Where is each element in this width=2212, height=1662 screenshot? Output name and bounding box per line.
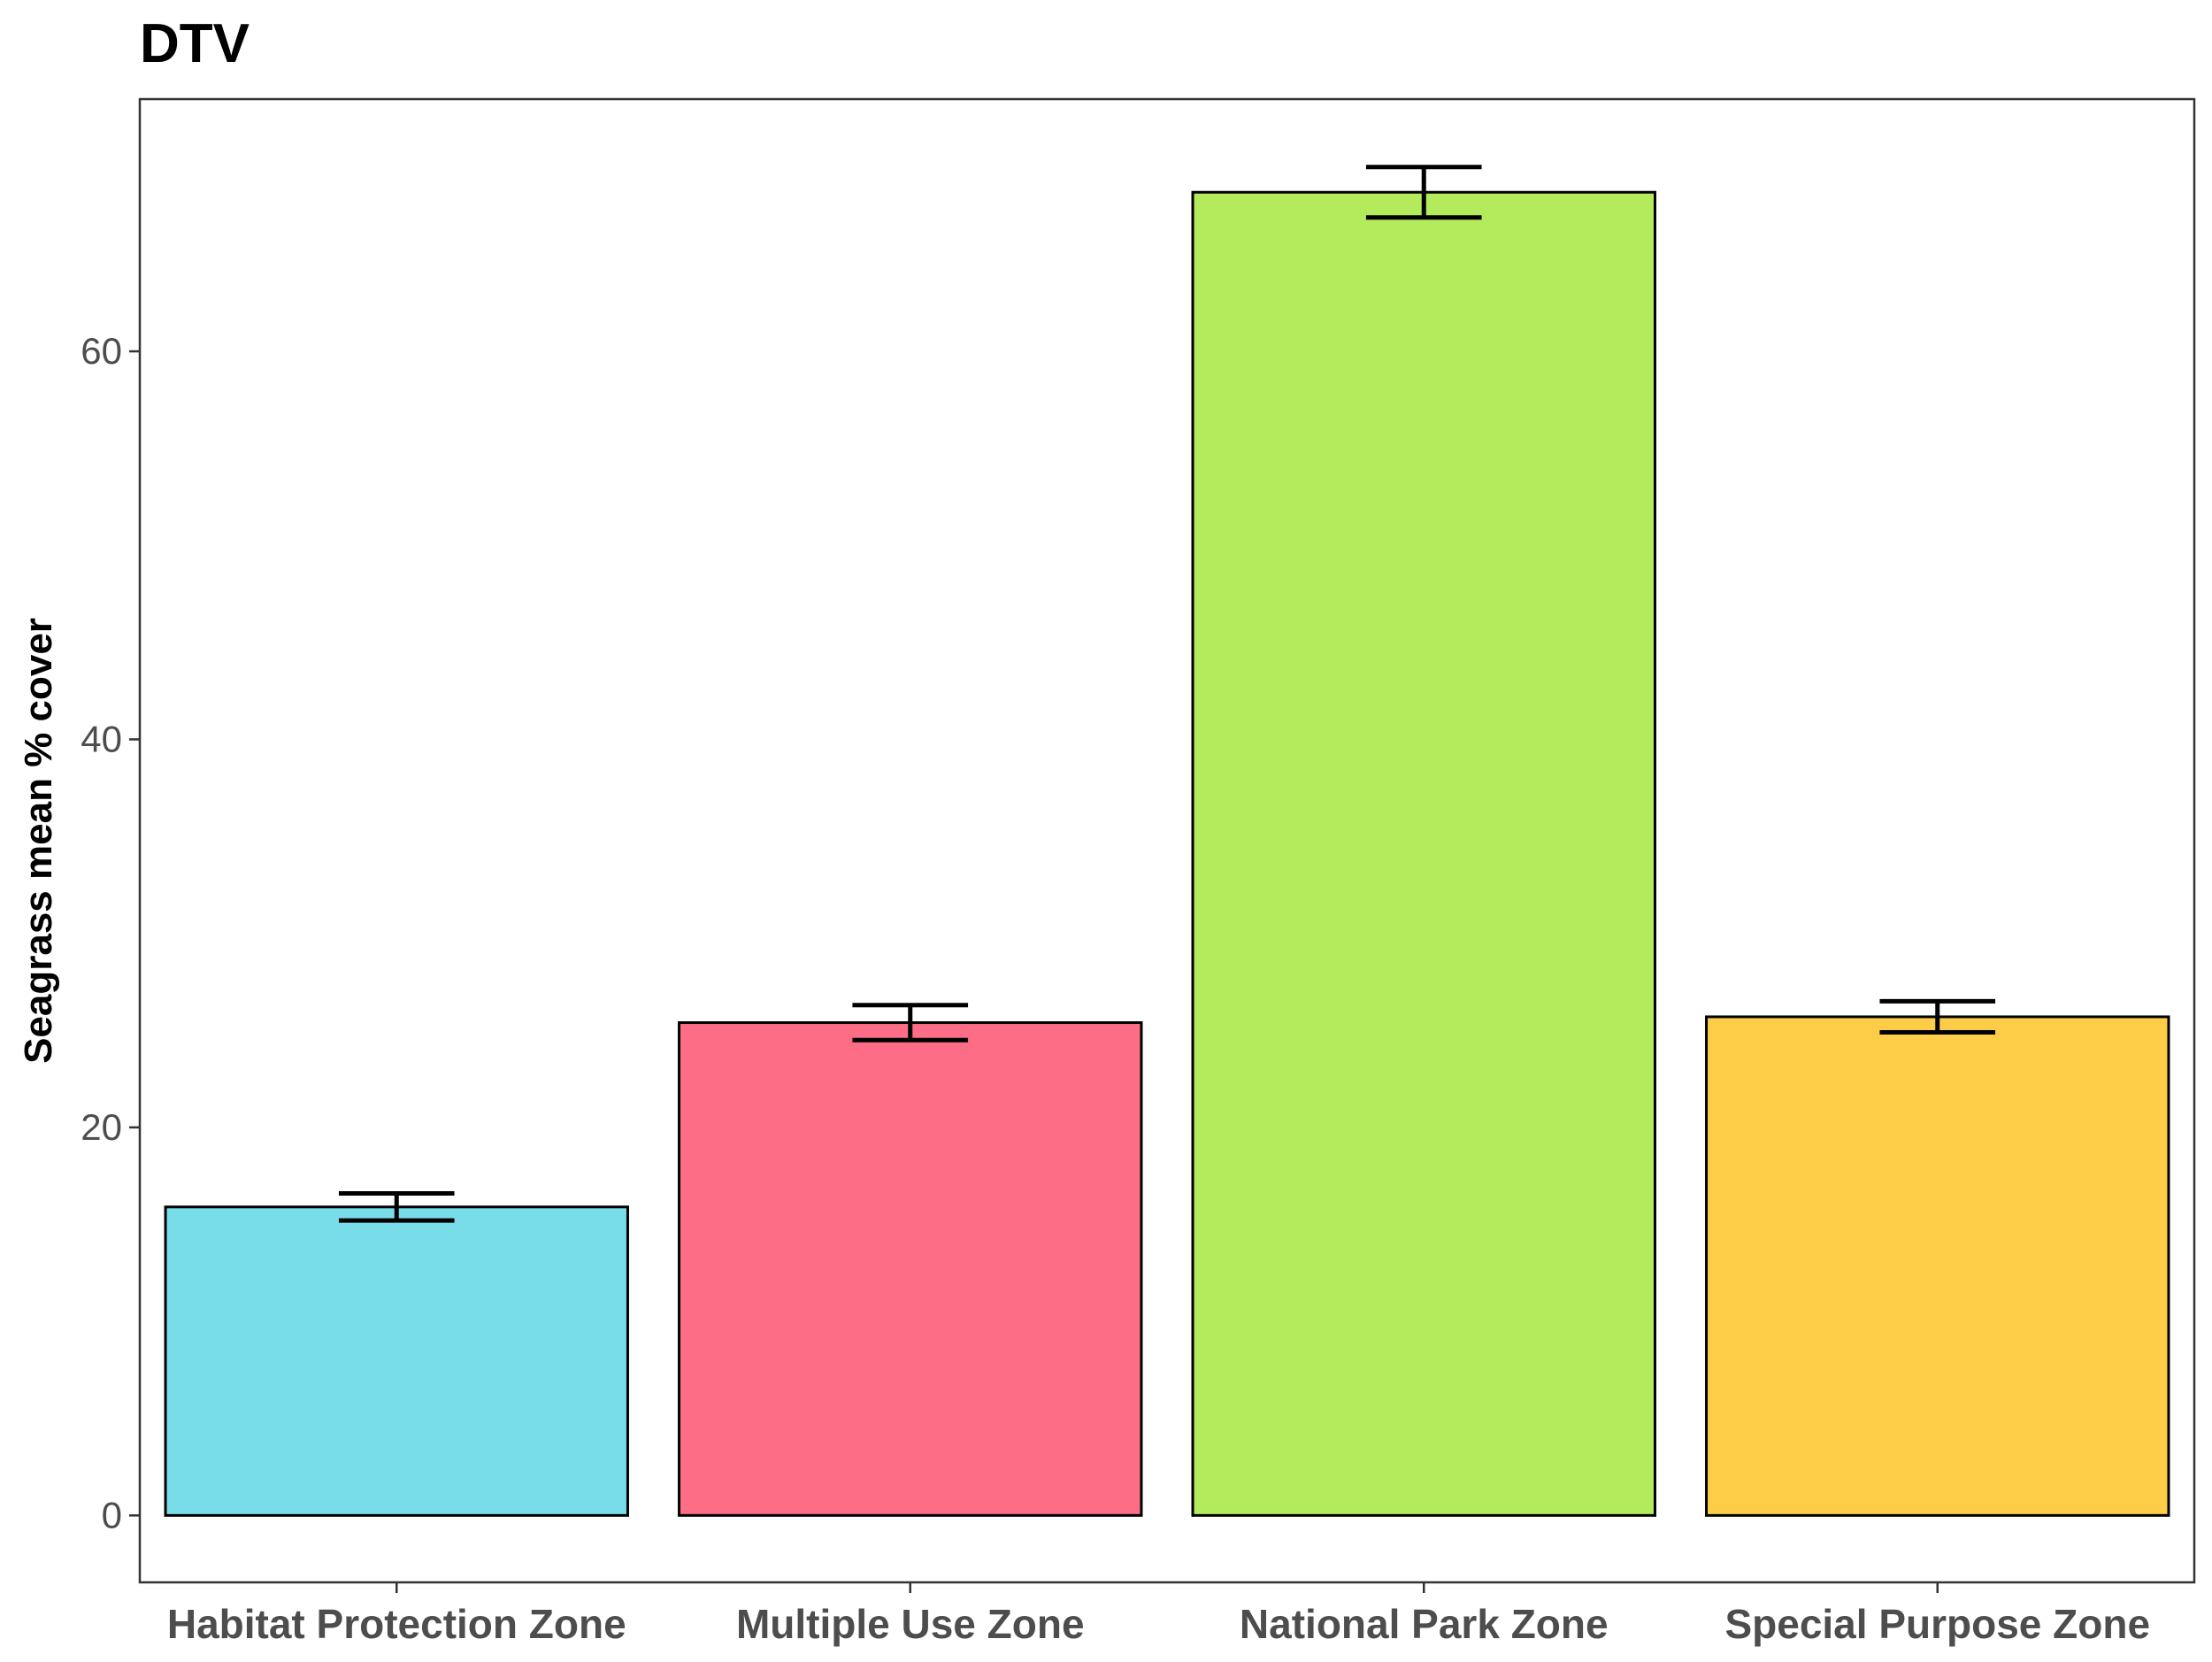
x-tick-label-0: Habitat Protection Zone (167, 1601, 626, 1647)
x-tick-label-3: Special Purpose Zone (1724, 1601, 2150, 1647)
bar-0 (164, 1205, 629, 1517)
y-axis-title: Seagrass mean % cover (17, 618, 60, 1064)
y-tick-label-2: 40 (81, 718, 122, 759)
chart-title: DTV (140, 13, 250, 74)
error-bar-0 (338, 1190, 455, 1223)
bar-2 (1191, 190, 1656, 1517)
y-tick-label-3: 60 (81, 330, 122, 372)
error-bar-2 (1365, 165, 1482, 220)
bar-3 (1705, 1015, 2170, 1517)
y-tick-label-1: 20 (81, 1106, 122, 1148)
x-tick-label-2: National Park Zone (1240, 1601, 1609, 1647)
error-bars-group (338, 165, 1996, 1223)
x-axis: Habitat Protection Zone Multiple Use Zone… (167, 1582, 2150, 1647)
bar-1 (678, 1021, 1143, 1517)
error-bar-1 (852, 1003, 969, 1043)
bars-group (164, 190, 2170, 1517)
y-tick-label-0: 0 (102, 1494, 122, 1535)
y-axis: 0 20 40 60 (81, 330, 140, 1535)
x-tick-label-1: Multiple Use Zone (736, 1601, 1085, 1647)
error-bar-3 (1879, 998, 1996, 1035)
